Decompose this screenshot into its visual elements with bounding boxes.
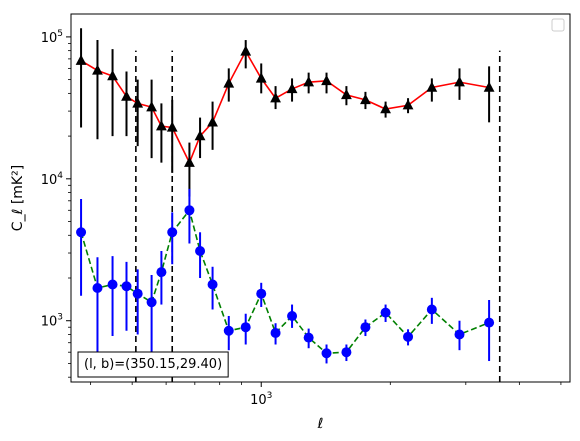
data-point bbox=[256, 288, 267, 299]
data-point bbox=[270, 327, 281, 338]
series-1 bbox=[75, 28, 495, 197]
plot-frame bbox=[70, 13, 571, 383]
data-point bbox=[360, 93, 371, 105]
data-point bbox=[484, 317, 495, 328]
data-point bbox=[454, 76, 465, 87]
data-point bbox=[426, 304, 437, 315]
data-point bbox=[107, 279, 118, 290]
data-point bbox=[380, 307, 391, 318]
data-point bbox=[156, 120, 167, 131]
data-point bbox=[146, 101, 158, 112]
data-point bbox=[403, 331, 414, 342]
data-point bbox=[92, 283, 103, 294]
series-2 bbox=[76, 188, 495, 364]
data-point bbox=[156, 267, 167, 278]
y-tick-label: 105 bbox=[41, 29, 63, 46]
data-point bbox=[184, 205, 195, 216]
annotation-label: (l, b)=(350.15,29.40) bbox=[84, 357, 222, 372]
ticks-layer: 103 103 104 105 bbox=[41, 29, 562, 408]
annotation-frame bbox=[77, 351, 229, 378]
data-point bbox=[454, 329, 465, 340]
data-point bbox=[321, 348, 332, 359]
data-point bbox=[195, 245, 206, 256]
data-point bbox=[303, 332, 314, 343]
data-point bbox=[167, 227, 178, 238]
y-tick-label: 104 bbox=[41, 171, 64, 188]
data-point bbox=[341, 347, 352, 358]
annotation-box: (l, b)=(350.15,29.40) bbox=[77, 351, 229, 378]
data-point bbox=[286, 82, 298, 94]
data-point bbox=[426, 81, 438, 92]
data-point bbox=[287, 310, 298, 321]
data-point bbox=[240, 45, 252, 56]
series-line bbox=[80, 208, 490, 355]
data-point bbox=[207, 279, 218, 290]
data-point bbox=[132, 288, 143, 299]
data-point bbox=[121, 90, 132, 101]
data-point bbox=[184, 156, 195, 167]
data-point bbox=[321, 74, 332, 86]
data-point bbox=[121, 281, 132, 292]
data-point bbox=[76, 227, 87, 238]
data-point bbox=[360, 322, 371, 333]
data-point bbox=[92, 64, 103, 75]
data-point bbox=[223, 77, 235, 88]
data-point bbox=[194, 130, 206, 141]
data-point bbox=[223, 325, 234, 336]
data-point bbox=[146, 297, 157, 308]
legend-box bbox=[551, 18, 565, 32]
x-tick-label: 103 bbox=[250, 391, 272, 408]
vline-group bbox=[135, 50, 501, 382]
data-point bbox=[107, 70, 118, 81]
data-point bbox=[166, 121, 178, 132]
data-point bbox=[402, 99, 414, 110]
data-point bbox=[132, 97, 144, 108]
data-point bbox=[207, 116, 218, 127]
data-point bbox=[255, 72, 267, 83]
data-point bbox=[75, 54, 87, 65]
data-point bbox=[483, 81, 495, 92]
data-point bbox=[240, 322, 251, 333]
x-axis-label: ℓ bbox=[317, 416, 324, 432]
series-layer bbox=[75, 28, 495, 364]
data-point bbox=[303, 76, 315, 87]
data-point bbox=[270, 92, 281, 103]
y-axis-label: C_ℓ [mK²] bbox=[10, 165, 26, 231]
y-tick-label: 103 bbox=[41, 313, 63, 330]
data-point bbox=[341, 88, 352, 100]
data-point bbox=[380, 103, 391, 114]
